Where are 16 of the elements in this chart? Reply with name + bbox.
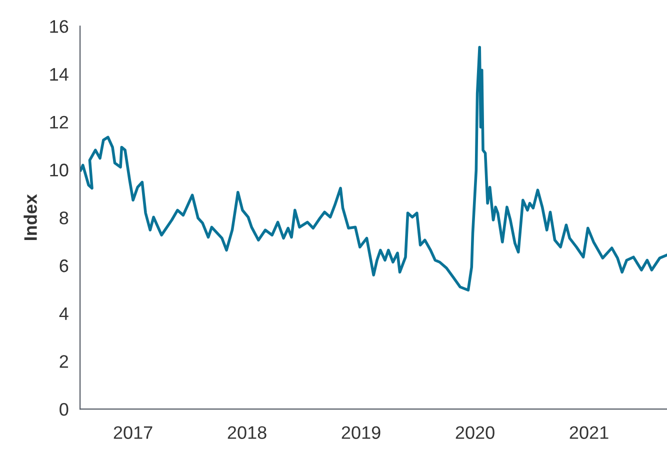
x-tick-label: 2018 <box>228 426 266 439</box>
x-tick-label: 2020 <box>456 426 494 439</box>
x-tick-label: 2017 <box>114 426 152 439</box>
y-tick-label: 6 <box>60 259 68 272</box>
y-tick-label: 14 <box>50 68 68 81</box>
y-tick-label: 4 <box>59 307 68 320</box>
y-tick-label: 8 <box>60 212 68 224</box>
y-tick-label: 2 <box>60 355 68 368</box>
y-tick-label: 16 <box>50 20 68 33</box>
y-axis-title: Index <box>24 194 37 240</box>
y-tick-label: 10 <box>50 164 68 176</box>
y-tick-label: 0 <box>60 402 68 416</box>
x-tick-label: 2021 <box>570 426 608 439</box>
x-tick-label: 2019 <box>342 426 380 439</box>
y-tick-label: 12 <box>50 116 68 128</box>
line-series <box>80 46 667 292</box>
